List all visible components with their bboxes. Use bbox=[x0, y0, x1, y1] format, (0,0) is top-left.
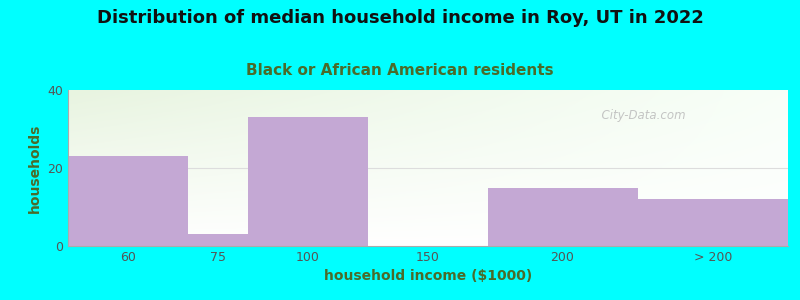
Text: Distribution of median household income in Roy, UT in 2022: Distribution of median household income … bbox=[97, 9, 703, 27]
Text: City-Data.com: City-Data.com bbox=[594, 109, 686, 122]
Text: Black or African American residents: Black or African American residents bbox=[246, 63, 554, 78]
Bar bbox=[68, 156, 188, 246]
Y-axis label: households: households bbox=[28, 123, 42, 213]
Bar bbox=[488, 188, 638, 246]
Bar bbox=[188, 234, 248, 246]
X-axis label: household income ($1000): household income ($1000) bbox=[324, 269, 532, 284]
Bar bbox=[638, 199, 788, 246]
Bar bbox=[248, 117, 368, 246]
